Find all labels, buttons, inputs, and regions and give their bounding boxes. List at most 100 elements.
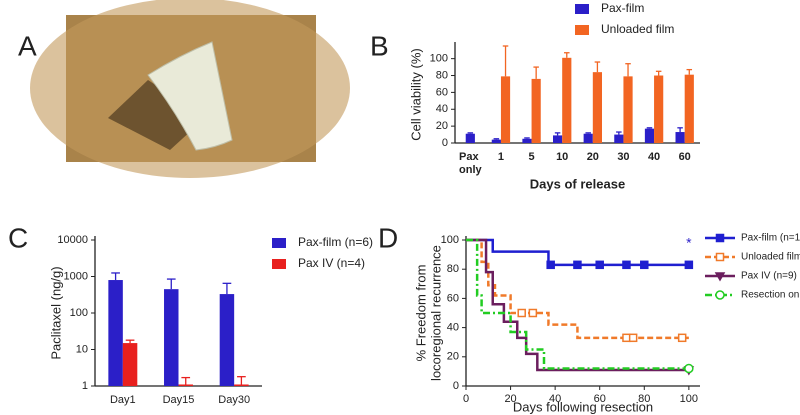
y-tick-label: 10 [76,343,88,355]
censor-marker [677,333,687,343]
x-tick-label: 20 [587,151,599,163]
bar [562,57,572,143]
bar [614,134,624,143]
bar [623,76,633,143]
bar [234,384,249,386]
x-tick-label: 0 [463,393,469,405]
x-tick-label: 60 [679,151,691,163]
bar [644,128,655,143]
y-axis-label: locoregional recurrence [428,245,443,381]
bar [500,76,511,143]
x-tick-label: Day30 [218,394,250,406]
panel-label: D [378,222,398,253]
y-tick-label: 100 [441,234,459,246]
y-tick-label: 20 [436,120,448,132]
x-tick-label: 80 [638,393,650,405]
censor-marker [715,252,725,262]
error-bar [125,339,135,344]
y-tick-label: 10000 [57,234,88,246]
bar [553,135,563,143]
y-tick-label: 60 [447,292,459,304]
y-tick-label: 0 [442,137,448,149]
legend-label: Pax-film (n=6) [298,235,373,249]
error-bar [594,61,601,73]
error-bar [655,70,662,76]
censor-marker [622,260,631,270]
survival-line [466,238,689,372]
x-tick-label: 10 [556,151,568,163]
error-bar [467,132,474,134]
legend-label: Pax IV (n=9) [741,271,797,282]
y-tick-label: 80 [447,263,459,275]
x-axis-label: Days of release [530,176,625,191]
bar [491,139,501,143]
photo-film [147,41,233,151]
survival-line [466,238,689,267]
y-tick-label: 0 [453,380,459,392]
y-tick-label: 60 [436,86,448,98]
y-tick-label: 80 [436,69,448,81]
x-tick-label: 40 [648,151,660,163]
legend-swatch [272,238,286,248]
censor-marker [628,333,638,343]
censor-marker [517,308,526,318]
censor-marker [714,272,726,282]
error-bar [554,132,561,136]
x-tick-label: 30 [617,151,629,163]
bar [465,133,475,143]
censor-marker [573,260,582,270]
error-bar [677,127,683,133]
x-tick-label: 20 [504,393,516,405]
legend-label: Pax-film (n=12) [741,233,800,244]
annotation: * [686,235,692,251]
bar [522,138,532,143]
photo [30,0,350,178]
survival-line [466,238,689,370]
y-tick-label: 100 [70,307,88,319]
x-tick-label: 5 [529,151,535,163]
x-tick-label: 60 [594,393,606,405]
censor-marker [595,260,604,270]
error-bar [646,127,653,129]
legend-swatch [575,4,589,14]
error-bar [686,68,693,75]
bar [583,133,593,143]
legend-swatch [272,259,286,269]
panel-label: C [8,222,28,253]
y-axis-label: % Freedom from [413,265,428,362]
x-tick-label: Day1 [110,394,136,406]
legend-label: Resection only (n=8) [741,290,800,301]
error-bar [166,278,176,290]
y-tick-label: 40 [447,322,459,334]
panel-label: A [18,30,37,61]
censor-marker [715,290,725,300]
bar [164,289,179,386]
x-tick-label: Day15 [163,394,195,406]
y-tick-label: 1000 [64,270,88,282]
error-bar [181,376,191,385]
x-axis-label: Days following resection [513,399,653,414]
bar [684,74,694,143]
y-tick-label: 100 [430,53,448,65]
y-tick-label: 1 [82,380,88,392]
bar [592,72,602,143]
legend-label: Unloaded film (n=13) [741,252,800,263]
error-bar [111,272,120,281]
censor-marker [715,233,725,243]
bar [675,132,685,143]
bar [178,384,193,386]
x-tick-label: 40 [549,393,561,405]
censor-marker [684,260,694,270]
survival-line [466,238,689,340]
x-tick-label: 1 [498,151,504,163]
censor-marker [528,308,538,318]
x-tick-label: 100 [680,393,698,405]
error-bar [493,138,500,140]
bar [108,280,123,386]
error-bar [524,137,530,139]
error-bar [616,131,622,135]
legend-label: Pax-film [601,1,644,15]
y-tick-label: 20 [447,351,459,363]
censor-marker [684,363,694,374]
